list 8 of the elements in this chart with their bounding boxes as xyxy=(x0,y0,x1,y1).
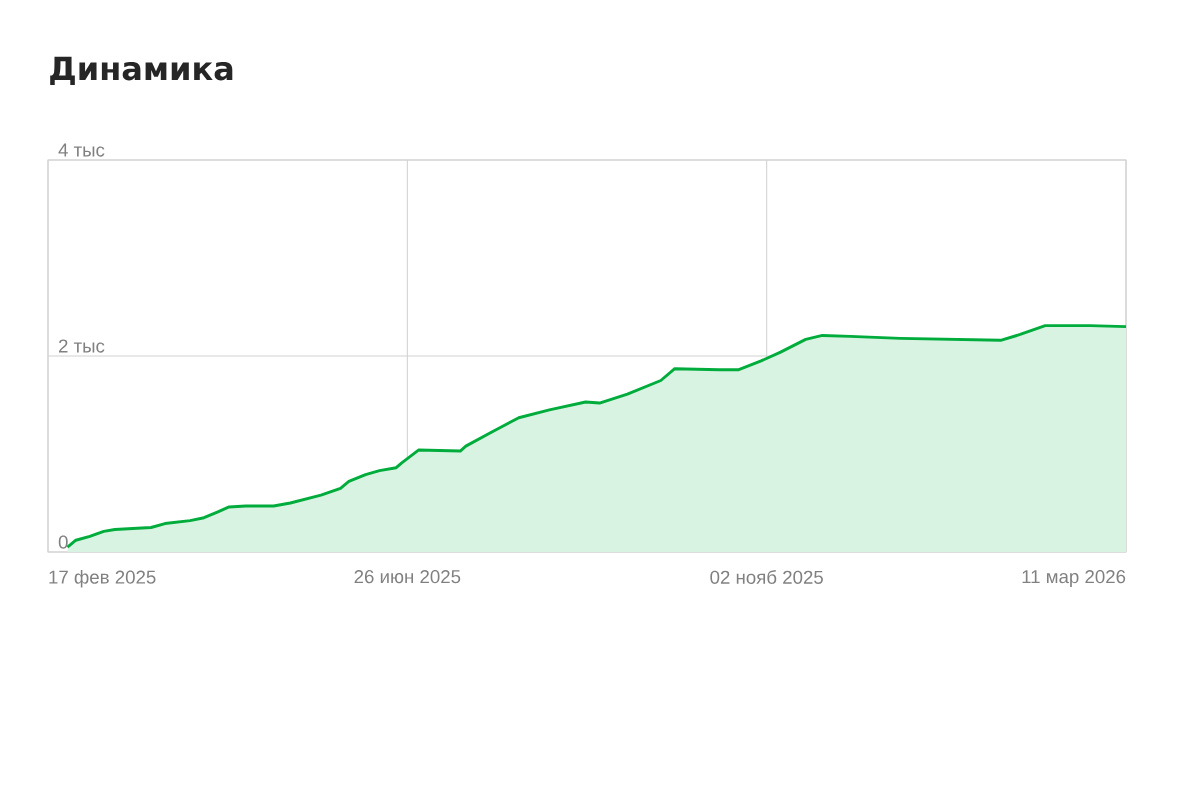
x-tick-label: 02 нояб 2025 xyxy=(710,570,823,584)
x-tick-label: 26 июн 2025 xyxy=(354,570,461,584)
x-tick-label: 17 фев 2025 xyxy=(49,570,156,588)
y-tick-label: 0 xyxy=(58,535,68,549)
y-tick-label: 2 тыс xyxy=(58,339,105,353)
x-tick-label: 11 мар 2026 xyxy=(1022,570,1126,587)
chart-title: Динамика xyxy=(50,56,233,86)
y-tick-label: 4 тыс xyxy=(58,143,105,157)
